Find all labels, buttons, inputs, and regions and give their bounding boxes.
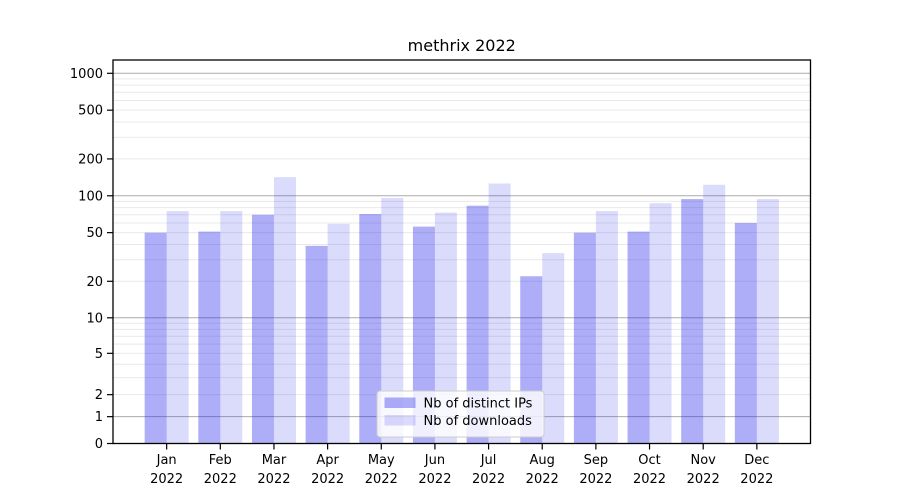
- x-tick-label-month: Oct: [638, 453, 660, 468]
- bar-downloads-oct: [649, 203, 672, 444]
- y-tick-label: 2: [95, 388, 103, 403]
- y-tick-label: 100: [78, 189, 103, 204]
- legend-swatch-downloads: [384, 415, 416, 426]
- legend: Nb of distinct IPs Nb of downloads: [376, 390, 545, 438]
- x-tick-label-year: 2022: [526, 472, 559, 487]
- chart-title: methrix 2022: [408, 36, 516, 55]
- bar-downloads-jul: [488, 183, 511, 444]
- bar-distinct-ips-jul: [466, 205, 489, 444]
- x-tick-label-year: 2022: [472, 472, 505, 487]
- x-axis-tick-labels: Jan 2022 Feb 2022 Mar 2022 Apr 2022 May 2022 Jun 20…: [150, 453, 773, 487]
- bar-distinct-ips-dec: [734, 222, 757, 444]
- legend-label-distinct-ips: Nb of distinct IPs: [424, 397, 533, 412]
- x-tick-label-year: 2022: [633, 472, 666, 487]
- bar-downloads-sep: [595, 211, 618, 444]
- legend-swatch-distinct-ips: [384, 397, 416, 408]
- y-tick-label: 200: [78, 152, 103, 167]
- plot-frame: [112, 59, 812, 445]
- y-tick-label: 1: [95, 410, 103, 425]
- y-tick-label: 20: [86, 275, 103, 290]
- x-tick-label-month: Mar: [262, 453, 287, 468]
- legend-box: [376, 390, 545, 438]
- x-tick-label-month: Jan: [156, 453, 177, 468]
- minor-gridlines: [113, 78, 811, 396]
- x-tick-label-year: 2022: [418, 472, 451, 487]
- x-tick-label-month: Dec: [744, 453, 769, 468]
- bar-downloads-may: [381, 197, 404, 444]
- bar-downloads-aug: [542, 253, 565, 444]
- bar-downloads-nov: [703, 184, 726, 444]
- x-tick-label-year: 2022: [740, 472, 773, 487]
- legend-label-downloads: Nb of downloads: [424, 414, 533, 429]
- y-axis-ticks: [107, 72, 113, 445]
- x-tick-label-year: 2022: [687, 472, 720, 487]
- x-tick-label-year: 2022: [204, 472, 237, 487]
- bar-downloads-feb: [220, 211, 243, 444]
- x-tick-label-month: Aug: [530, 453, 555, 468]
- x-tick-label-year: 2022: [150, 472, 183, 487]
- y-tick-label: 50: [86, 226, 103, 241]
- x-tick-label-year: 2022: [579, 472, 612, 487]
- y-axis-tick-labels: 0 1 2 5 10 20 50 100 200 500 1000: [70, 67, 103, 452]
- bar-distinct-ips-may: [359, 214, 382, 444]
- bar-downloads-jan: [166, 211, 189, 444]
- x-tick-label-year: 2022: [257, 472, 290, 487]
- bar-distinct-ips-sep: [573, 232, 596, 444]
- y-tick-label: 1000: [70, 67, 103, 82]
- x-axis-ticks: [166, 443, 758, 450]
- bar-downloads-apr: [327, 223, 350, 444]
- x-tick-label-month: Nov: [691, 453, 717, 468]
- bar-distinct-ips-nov: [681, 199, 704, 444]
- bar-distinct-ips-apr: [305, 245, 328, 444]
- bar-distinct-ips-mar: [251, 214, 274, 444]
- bar-distinct-ips-feb: [198, 231, 221, 444]
- bar-distinct-ips-jun: [412, 226, 435, 444]
- x-tick-label-month: Sep: [584, 453, 609, 468]
- x-tick-label-month: May: [368, 453, 395, 468]
- bar-downloads-mar: [273, 177, 296, 444]
- y-tick-label: 0: [95, 437, 103, 452]
- bar-downloads-dec: [756, 199, 779, 444]
- y-tick-label: 10: [86, 311, 103, 326]
- x-tick-label-year: 2022: [365, 472, 398, 487]
- x-tick-label-month: Jul: [480, 453, 497, 468]
- y-tick-label: 5: [95, 347, 103, 362]
- y-tick-label: 500: [78, 104, 103, 119]
- bars: [144, 177, 779, 444]
- x-tick-label-month: Feb: [209, 453, 232, 468]
- bar-downloads-jun: [434, 212, 457, 444]
- x-tick-label-month: Jun: [424, 453, 445, 468]
- bar-distinct-ips-jan: [144, 232, 167, 444]
- bar-distinct-ips-oct: [627, 231, 650, 444]
- x-tick-label-year: 2022: [311, 472, 344, 487]
- x-tick-label-month: Apr: [316, 453, 339, 468]
